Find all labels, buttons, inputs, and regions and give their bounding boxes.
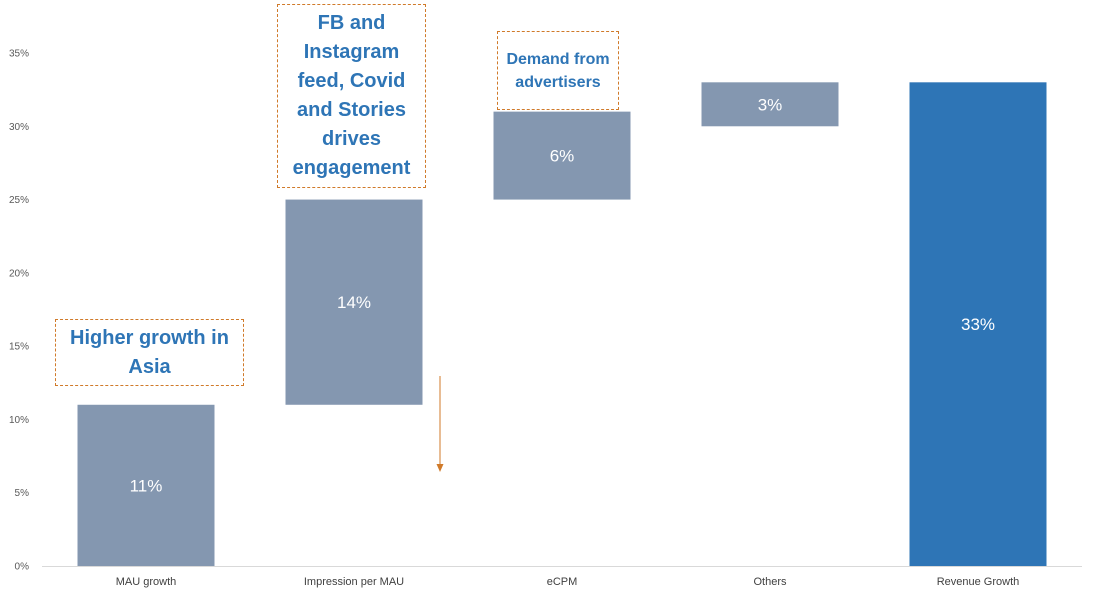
bars [77, 82, 1047, 567]
y-tick-label: 0% [15, 562, 30, 573]
bar-data-label: 11% [130, 476, 163, 495]
y-tick-label: 10% [9, 415, 29, 426]
x-category-label: Revenue Growth [937, 576, 1020, 588]
bar-data-label: 3% [758, 95, 783, 114]
arrow-annotation [436, 376, 444, 472]
y-tick-label: 5% [15, 488, 30, 499]
bar-impression-per-mau [285, 199, 423, 405]
bar-others [701, 82, 839, 127]
bar-labels: 11% 14% 6% 3% 33% [130, 95, 995, 495]
annotation-demand: Demand from advertisers [497, 31, 619, 110]
arrow-down-icon [436, 464, 444, 472]
bar-mau-growth [77, 404, 215, 566]
x-category-label: MAU growth [116, 576, 177, 588]
y-tick-label: 20% [9, 268, 29, 279]
x-axis: MAU growth Impression per MAU eCPM Others Re… [42, 566, 1082, 588]
y-tick-label: 15% [9, 342, 29, 353]
annotation-engagement: FB and Instagram feed, Covid and Stories… [277, 4, 426, 188]
y-tick-label: 30% [9, 122, 29, 133]
x-category-label: eCPM [547, 576, 578, 588]
y-tick-label: 25% [9, 195, 29, 206]
bar-revenue-growth [909, 82, 1047, 567]
bar-data-label: 33% [961, 315, 995, 334]
bar-data-label: 6% [550, 147, 575, 166]
x-category-label: Impression per MAU [304, 576, 404, 588]
bar-data-label: 14% [337, 293, 371, 312]
y-axis: 0% 5% 10% 15% 20% 25% 30% 35% [9, 49, 29, 573]
x-category-label: Others [753, 576, 787, 588]
y-tick-label: 35% [9, 49, 29, 60]
bar-ecpm [493, 111, 631, 200]
annotation-higher-growth: Higher growth in Asia [55, 319, 244, 386]
